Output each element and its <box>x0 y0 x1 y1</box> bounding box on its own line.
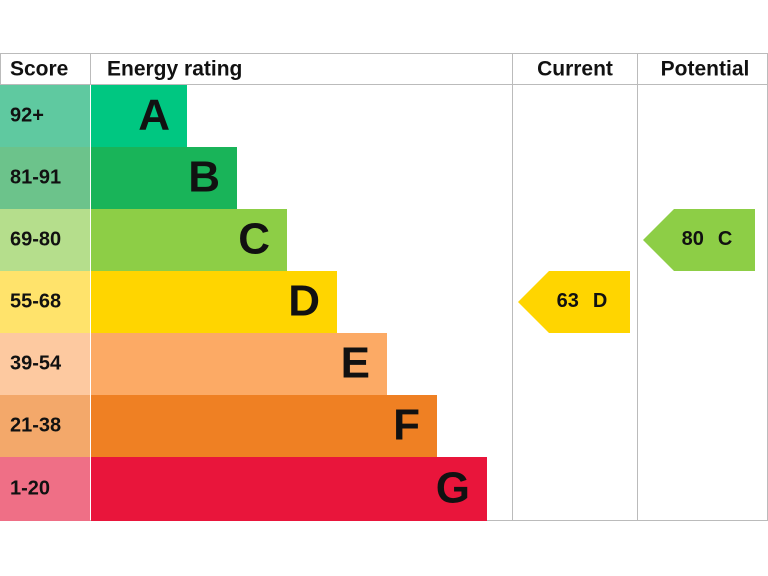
rating-bar <box>91 333 387 395</box>
rating-bar <box>91 271 337 333</box>
rating-bar <box>91 395 437 457</box>
rating-bar <box>91 147 237 209</box>
score-cell <box>0 457 90 521</box>
current-score: 63 <box>557 290 579 312</box>
rating-bar <box>91 457 487 521</box>
potential-rating: C <box>718 228 732 250</box>
rating-bar <box>91 209 287 271</box>
score-label: 21-38 <box>10 414 61 436</box>
current-arrow <box>518 271 630 333</box>
score-cell <box>0 85 90 147</box>
score-cell <box>0 271 90 333</box>
score-label: 69-80 <box>10 228 61 250</box>
rating-letter: C <box>238 215 270 264</box>
score-label: 81-91 <box>10 166 61 188</box>
potential-arrow <box>643 209 755 271</box>
rating-bar <box>91 85 187 147</box>
header-current: Current <box>537 58 613 81</box>
score-label: 1-20 <box>10 477 50 499</box>
rating-letter: A <box>138 91 170 140</box>
score-label: 39-54 <box>10 352 62 374</box>
score-cell <box>0 333 90 395</box>
rating-letter: D <box>288 277 320 326</box>
potential-score: 80 <box>682 228 704 250</box>
header-energy-rating: Energy rating <box>107 58 242 81</box>
header-score: Score <box>10 58 68 81</box>
score-label: 55-68 <box>10 290 61 312</box>
score-cell <box>0 147 90 209</box>
header-potential: Potential <box>661 58 750 81</box>
rating-letter: E <box>341 339 370 388</box>
rating-letter: F <box>393 401 420 450</box>
rating-letter: G <box>436 464 470 513</box>
score-cell <box>0 209 90 271</box>
current-rating: D <box>593 290 607 312</box>
score-cell <box>0 395 90 457</box>
rating-letter: B <box>188 153 220 202</box>
score-label: 92+ <box>10 104 44 126</box>
current-label: 63 D <box>557 290 608 312</box>
potential-label: 80 C <box>682 228 733 250</box>
